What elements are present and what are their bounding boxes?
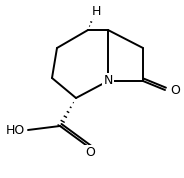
Text: O: O: [170, 83, 180, 96]
Text: O: O: [85, 146, 95, 159]
Text: N: N: [103, 75, 113, 88]
Text: HO: HO: [6, 124, 25, 137]
Text: H: H: [91, 5, 101, 18]
